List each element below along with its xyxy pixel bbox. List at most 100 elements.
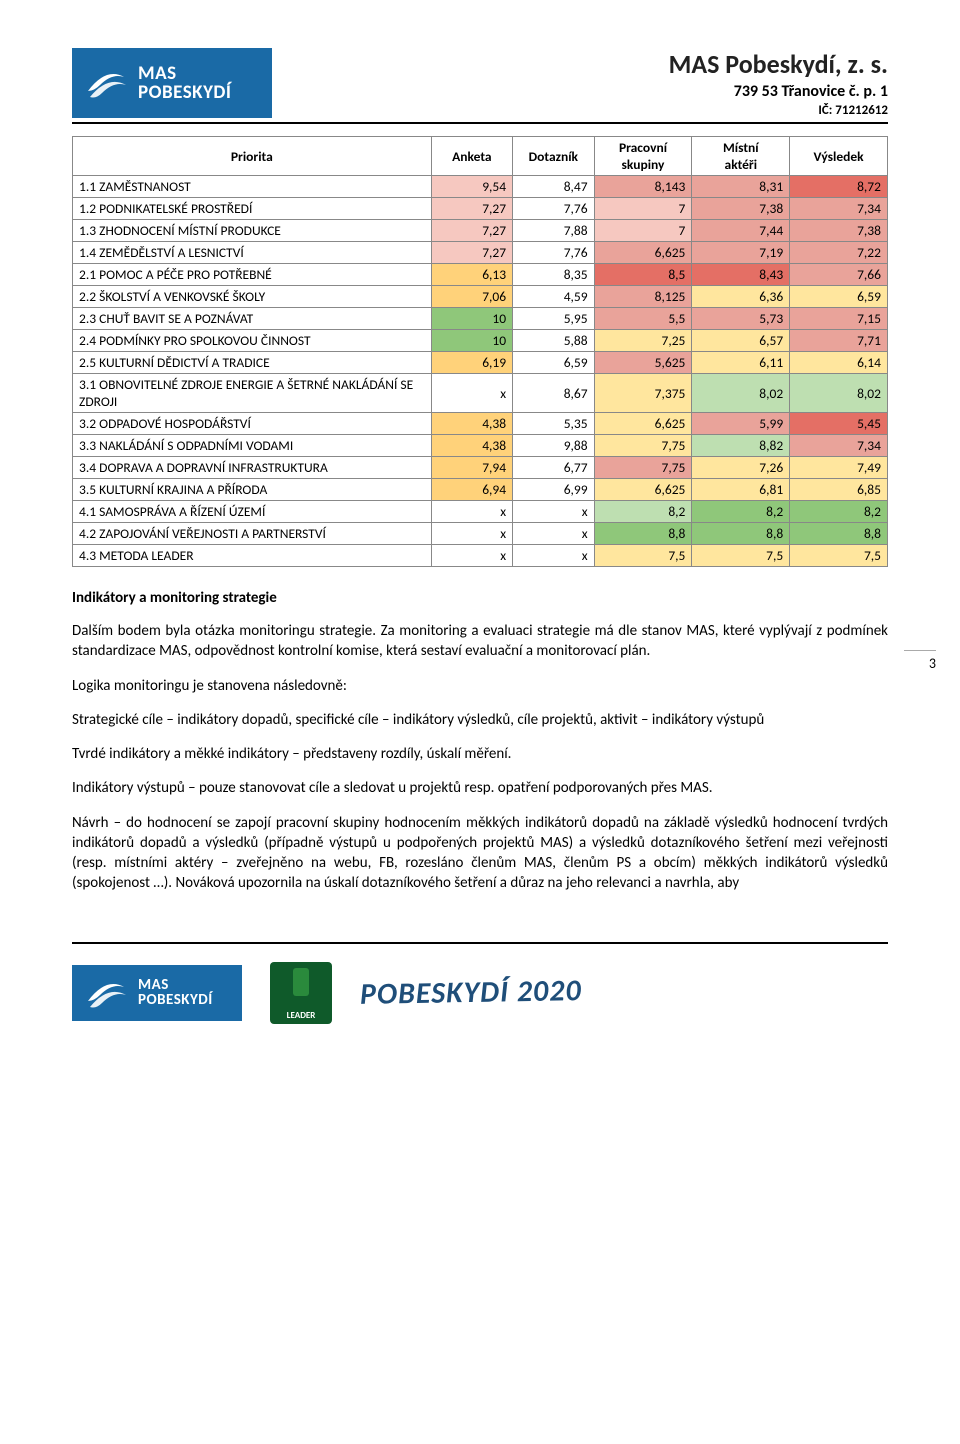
table-row: 2.4 PODMÍNKY PRO SPOLKOVOU ČINNOST105,88… (73, 330, 888, 352)
paragraph: Indikátory výstupů – pouze stanovovat cí… (72, 778, 888, 798)
cell-value: 6,625 (594, 242, 692, 264)
cell-value: 8,125 (594, 286, 692, 308)
cell-value: 8,5 (594, 264, 692, 286)
cell-value: x (513, 523, 595, 545)
table-row: 1.3 ZHODNOCENÍ MÍSTNÍ PRODUKCE7,277,8877… (73, 220, 888, 242)
row-label: 4.2 ZAPOJOVÁNÍ VEŘEJNOSTI A PARTNERSTVÍ (73, 523, 432, 545)
table-row: 3.2 ODPADOVÉ HOSPODÁŘSTVÍ4,385,356,6255,… (73, 413, 888, 435)
cell-value: 7,94 (431, 457, 513, 479)
paragraph: Logika monitoringu je stanovena následov… (72, 676, 888, 696)
org-info: MAS Pobeskydí, z. s. 739 53 Třanovice č.… (669, 48, 888, 118)
cell-value: 7,38 (790, 220, 888, 242)
cell-value: 7,5 (692, 545, 790, 567)
page-number: 3 (904, 650, 936, 672)
paragraph: Dalším bodem byla otázka monitoringu str… (72, 621, 888, 662)
cell-value: 8,8 (692, 523, 790, 545)
cell-value: 6,59 (513, 352, 595, 374)
table-row: 3.1 OBNOVITELNÉ ZDROJE ENERGIE A ŠETRNÉ … (73, 374, 888, 413)
cell-value: 7 (594, 220, 692, 242)
cell-value: 8,35 (513, 264, 595, 286)
row-label: 3.3 NAKLÁDÁNÍ S ODPADNÍMI VODAMI (73, 435, 432, 457)
row-label: 2.5 KULTURNÍ DĚDICTVÍ A TRADICE (73, 352, 432, 374)
page-header: MAS POBESKYDÍ MAS Pobeskydí, z. s. 739 5… (72, 48, 888, 124)
table-row: 3.5 KULTURNÍ KRAJINA A PŘÍRODA6,946,996,… (73, 479, 888, 501)
table-row: 2.1 POMOC A PÉČE PRO POTŘEBNÉ6,138,358,5… (73, 264, 888, 286)
cell-value: 4,38 (431, 435, 513, 457)
cell-value: 6,19 (431, 352, 513, 374)
cell-value: 8,02 (790, 374, 888, 413)
org-name: MAS Pobeskydí, z. s. (669, 48, 888, 80)
paragraph: Tvrdé indikátory a měkké indikátory – př… (72, 744, 888, 764)
table-row: 3.4 DOPRAVA A DOPRAVNÍ INFRASTRUKTURA7,9… (73, 457, 888, 479)
footer-org-logo: MAS POBESKYDÍ (72, 965, 242, 1021)
cell-value: 5,625 (594, 352, 692, 374)
cell-value: 4,38 (431, 413, 513, 435)
row-label: 1.2 PODNIKATELSKÉ PROSTŘEDÍ (73, 198, 432, 220)
cell-value: 5,45 (790, 413, 888, 435)
cell-value: 4,59 (513, 286, 595, 308)
cell-value: 7,66 (790, 264, 888, 286)
cell-value: 8,31 (692, 176, 790, 198)
swoosh-icon (84, 61, 128, 105)
cell-value: 7,25 (594, 330, 692, 352)
logo-line2: POBESKYDÍ (138, 993, 213, 1008)
cell-value: 7,44 (692, 220, 790, 242)
cell-value: 9,88 (513, 435, 595, 457)
table-row: 1.2 PODNIKATELSKÉ PROSTŘEDÍ7,277,7677,38… (73, 198, 888, 220)
table-row: 4.3 METODA LEADERxx7,57,57,5 (73, 545, 888, 567)
cell-value: x (431, 501, 513, 523)
col-priorita: Priorita (73, 137, 432, 176)
cell-value: 7,19 (692, 242, 790, 264)
table-row: 2.2 ŠKOLSTVÍ A VENKOVSKÉ ŠKOLY7,064,598,… (73, 286, 888, 308)
row-label: 4.3 METODA LEADER (73, 545, 432, 567)
cell-value: 7,34 (790, 435, 888, 457)
cell-value: 5,35 (513, 413, 595, 435)
cell-value: 6,99 (513, 479, 595, 501)
row-label: 1.3 ZHODNOCENÍ MÍSTNÍ PRODUKCE (73, 220, 432, 242)
row-label: 3.2 ODPADOVÉ HOSPODÁŘSTVÍ (73, 413, 432, 435)
ps-line2: skupiny (622, 156, 665, 173)
col-anketa: Anketa (431, 137, 513, 176)
paragraph: Strategické cíle – indikátory dopadů, sp… (72, 710, 888, 730)
cell-value: 8,8 (594, 523, 692, 545)
brand-2020: POBESKYDÍ 2020 (360, 972, 582, 1013)
cell-value: 7,75 (594, 435, 692, 457)
table-row: 2.5 KULTURNÍ DĚDICTVÍ A TRADICE6,196,595… (73, 352, 888, 374)
cell-value: 8,2 (594, 501, 692, 523)
cell-value: 8,72 (790, 176, 888, 198)
page-footer: MAS POBESKYDÍ LEADER POBESKYDÍ 2020 (72, 942, 888, 1024)
table-row: 3.3 NAKLÁDÁNÍ S ODPADNÍMI VODAMI4,389,88… (73, 435, 888, 457)
row-label: 1.1 ZAMĚSTNANOST (73, 176, 432, 198)
cell-value: 6,77 (513, 457, 595, 479)
row-label: 3.5 KULTURNÍ KRAJINA A PŘÍRODA (73, 479, 432, 501)
cell-value: 5,99 (692, 413, 790, 435)
cell-value: 8,2 (790, 501, 888, 523)
row-label: 4.1 SAMOSPRÁVA A ŘÍZENÍ ÚZEMÍ (73, 501, 432, 523)
cell-value: 7,71 (790, 330, 888, 352)
cell-value: 6,11 (692, 352, 790, 374)
cell-value: 7,27 (431, 242, 513, 264)
cell-value: 7,375 (594, 374, 692, 413)
col-vysledek: Výsledek (790, 137, 888, 176)
row-label: 2.1 POMOC A PÉČE PRO POTŘEBNÉ (73, 264, 432, 286)
row-label: 3.1 OBNOVITELNÉ ZDROJE ENERGIE A ŠETRNÉ … (73, 374, 432, 413)
cell-value: x (513, 545, 595, 567)
cell-value: 6,14 (790, 352, 888, 374)
cell-value: 7,38 (692, 198, 790, 220)
cell-value: 7,76 (513, 198, 595, 220)
table-row: 1.1 ZAMĚSTNANOST9,548,478,1438,318,72 (73, 176, 888, 198)
org-logo: MAS POBESKYDÍ (72, 48, 272, 118)
row-label: 3.4 DOPRAVA A DOPRAVNÍ INFRASTRUKTURA (73, 457, 432, 479)
cell-value: 8,2 (692, 501, 790, 523)
col-mistni-akteri: Místní aktéři (692, 137, 790, 176)
cell-value: 8,82 (692, 435, 790, 457)
row-label: 2.2 ŠKOLSTVÍ A VENKOVSKÉ ŠKOLY (73, 286, 432, 308)
cell-value: 5,95 (513, 308, 595, 330)
cell-value: 7,34 (790, 198, 888, 220)
cell-value: 7,27 (431, 220, 513, 242)
section-title: Indikátory a monitoring strategie (72, 589, 888, 607)
table-row: 4.1 SAMOSPRÁVA A ŘÍZENÍ ÚZEMÍxx8,28,28,2 (73, 501, 888, 523)
org-address: 739 53 Třanovice č. p. 1 (669, 82, 888, 101)
cell-value: 7,75 (594, 457, 692, 479)
cell-value: x (513, 501, 595, 523)
